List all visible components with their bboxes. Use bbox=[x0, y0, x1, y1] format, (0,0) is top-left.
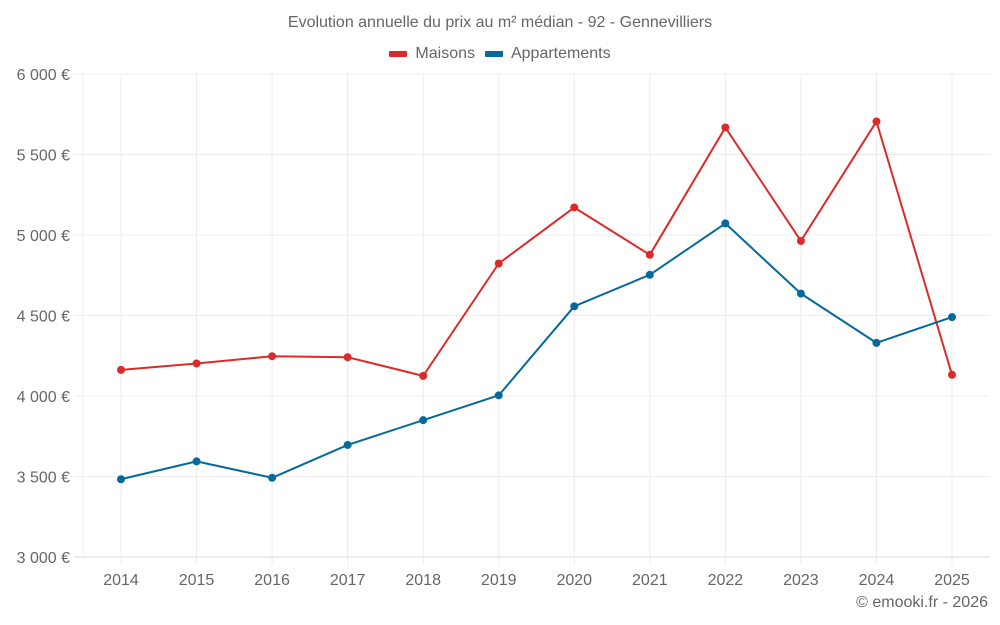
y-tick-label: 3 500 € bbox=[17, 470, 70, 487]
credit: © emooki.fr - 2026 bbox=[856, 594, 988, 611]
data-point-maisons-2015 bbox=[192, 359, 201, 368]
data-point-maisons-2019 bbox=[494, 259, 503, 268]
x-axis: 2014 2015 2016 2017 2018 2019 2020 2021 2022 2023… bbox=[103, 572, 970, 589]
data-point-maisons-2021 bbox=[645, 250, 654, 259]
data-point-appartements-2018 bbox=[419, 416, 428, 425]
y-tick-label: 4 500 € bbox=[17, 309, 70, 326]
x-tick-label: 2021 bbox=[632, 572, 668, 589]
data-point-maisons-2020 bbox=[570, 203, 579, 212]
data-point-maisons-2022 bbox=[721, 123, 730, 132]
data-point-maisons-2018 bbox=[419, 371, 428, 380]
legend-item-appartements[interactable]: Appartements bbox=[484, 45, 611, 63]
data-point-maisons-2025 bbox=[948, 370, 956, 379]
data-point-appartements-2020 bbox=[570, 302, 579, 311]
data-point-maisons-2024 bbox=[872, 117, 881, 126]
x-tick-label: 2017 bbox=[330, 572, 366, 589]
x-tick-label: 2015 bbox=[179, 572, 215, 589]
legend-label-maisons: Maisons bbox=[415, 45, 475, 62]
x-tick-label: 2022 bbox=[708, 572, 744, 589]
series-points bbox=[117, 117, 956, 484]
y-tick-label: 4 000 € bbox=[17, 389, 70, 406]
data-point-appartements-2015 bbox=[192, 457, 201, 466]
y-tick-label: 3 000 € bbox=[17, 550, 70, 567]
data-point-appartements-2016 bbox=[268, 473, 277, 482]
data-point-maisons-2017 bbox=[343, 353, 352, 362]
data-point-appartements-2019 bbox=[494, 391, 503, 400]
legend-item-maisons[interactable]: Maisons bbox=[389, 45, 475, 63]
series-line-maisons bbox=[120, 120, 953, 377]
series-line-appartements bbox=[120, 222, 953, 481]
x-tick-label: 2014 bbox=[103, 572, 139, 589]
series-lines bbox=[120, 120, 953, 481]
x-tick-label: 2020 bbox=[556, 572, 592, 589]
legend-swatch-maisons bbox=[389, 51, 408, 57]
x-tick-label: 2016 bbox=[254, 572, 290, 589]
data-point-maisons-2014 bbox=[117, 365, 125, 374]
x-tick-label: 2019 bbox=[481, 572, 517, 589]
legend-swatch-appartements bbox=[484, 51, 503, 57]
y-tick-label: 5 500 € bbox=[17, 148, 70, 165]
data-point-appartements-2017 bbox=[343, 440, 352, 449]
legend-label-appartements: Appartements bbox=[510, 45, 611, 62]
chart-title: Evolution annuelle du prix au m² médian … bbox=[287, 14, 713, 31]
y-tick-label: 6 000 € bbox=[17, 67, 70, 84]
data-point-appartements-2024 bbox=[872, 338, 881, 347]
data-point-appartements-2014 bbox=[117, 475, 125, 484]
legend: Maisons Appartements bbox=[0, 45, 1000, 63]
data-point-appartements-2025 bbox=[948, 313, 956, 322]
grid bbox=[74, 73, 990, 565]
y-tick-label: 5 000 € bbox=[17, 228, 70, 245]
data-point-appartements-2021 bbox=[645, 270, 654, 279]
y-axis: 3 000 € 3 500 € 4 000 € 4 500 € 5 000 € 5 500… bbox=[17, 67, 70, 567]
x-tick-label: 2018 bbox=[405, 572, 441, 589]
data-point-maisons-2023 bbox=[796, 236, 805, 245]
x-tick-label: 2024 bbox=[859, 572, 895, 589]
x-tick-label: 2023 bbox=[783, 572, 819, 589]
x-tick-label: 2025 bbox=[934, 572, 970, 589]
data-point-appartements-2022 bbox=[721, 219, 730, 228]
data-point-maisons-2016 bbox=[268, 352, 277, 361]
data-point-appartements-2023 bbox=[796, 289, 805, 298]
